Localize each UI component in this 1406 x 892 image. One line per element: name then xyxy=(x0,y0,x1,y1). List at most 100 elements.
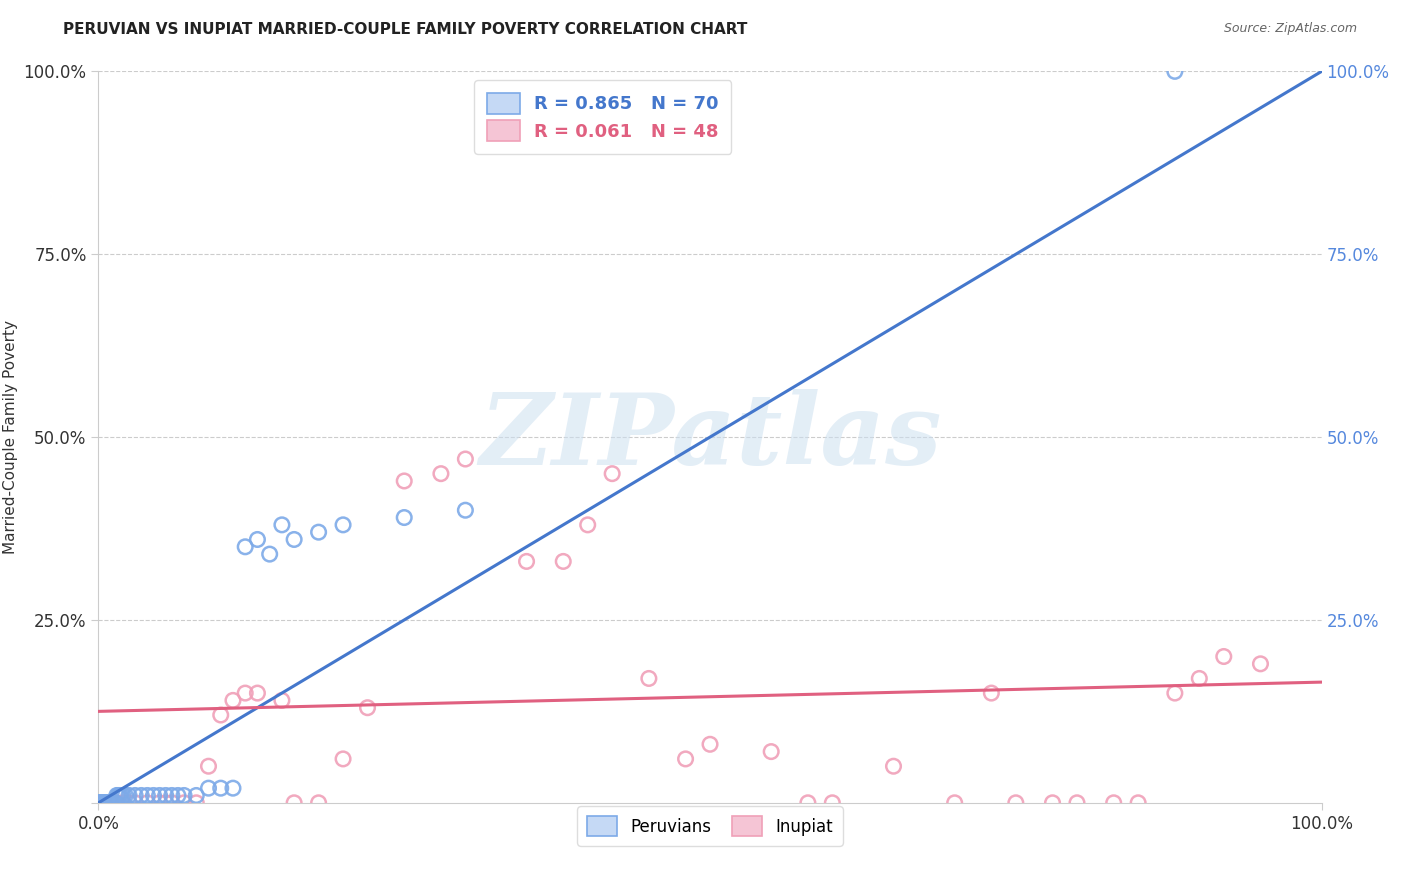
Point xyxy=(100,796,122,810)
Point xyxy=(111,789,134,803)
Point xyxy=(246,533,269,547)
Point xyxy=(93,796,115,810)
Point xyxy=(1066,796,1088,810)
Text: ZIPatlas: ZIPatlas xyxy=(479,389,941,485)
Text: Source: ZipAtlas.com: Source: ZipAtlas.com xyxy=(1223,22,1357,36)
Point xyxy=(103,796,125,810)
Point xyxy=(392,510,416,524)
Point xyxy=(167,789,190,803)
Point xyxy=(454,503,477,517)
Point xyxy=(797,796,820,810)
Point xyxy=(100,796,122,810)
Point xyxy=(91,796,114,810)
Point xyxy=(246,686,269,700)
Point xyxy=(576,517,599,532)
Point xyxy=(104,796,127,810)
Point xyxy=(91,796,114,810)
Point xyxy=(1212,649,1234,664)
Point xyxy=(93,796,115,810)
Point xyxy=(149,796,172,810)
Point xyxy=(90,796,112,810)
Point xyxy=(90,796,112,810)
Point xyxy=(87,796,110,810)
Point xyxy=(89,796,111,810)
Point xyxy=(761,745,783,759)
Point xyxy=(91,796,114,810)
Point xyxy=(1042,796,1064,810)
Point xyxy=(97,796,120,810)
Point xyxy=(270,693,294,707)
Point xyxy=(114,789,136,803)
Point xyxy=(90,796,112,810)
Point xyxy=(332,517,354,532)
Point xyxy=(96,796,118,810)
Point xyxy=(186,789,208,803)
Point xyxy=(515,554,537,568)
Point xyxy=(91,796,114,810)
Point xyxy=(87,796,110,810)
Point xyxy=(101,796,124,810)
Point xyxy=(90,796,112,810)
Point xyxy=(96,796,118,810)
Point xyxy=(222,693,245,707)
Point xyxy=(110,789,132,803)
Point xyxy=(675,752,697,766)
Point xyxy=(100,796,122,810)
Point xyxy=(90,796,112,810)
Point xyxy=(124,789,146,803)
Point xyxy=(392,474,416,488)
Point xyxy=(94,796,117,810)
Point xyxy=(233,540,256,554)
Point xyxy=(173,796,195,810)
Point xyxy=(1164,64,1187,78)
Point xyxy=(136,789,159,803)
Point xyxy=(1128,796,1150,810)
Y-axis label: Married-Couple Family Poverty: Married-Couple Family Poverty xyxy=(3,320,18,554)
Point xyxy=(91,796,114,810)
Point xyxy=(259,547,281,561)
Point xyxy=(553,554,575,568)
Point xyxy=(129,789,152,803)
Point xyxy=(94,796,117,810)
Point xyxy=(91,796,114,810)
Point xyxy=(91,796,114,810)
Point xyxy=(118,796,141,810)
Point xyxy=(87,796,110,810)
Point xyxy=(356,700,378,714)
Point xyxy=(93,796,115,810)
Point xyxy=(197,759,219,773)
Point xyxy=(105,796,128,810)
Point xyxy=(105,789,128,803)
Point xyxy=(94,796,117,810)
Point xyxy=(308,796,330,810)
Point xyxy=(142,789,165,803)
Point xyxy=(97,796,120,810)
Point xyxy=(98,796,121,810)
Point xyxy=(1249,657,1271,671)
Point xyxy=(980,686,1002,700)
Point xyxy=(1102,796,1125,810)
Point xyxy=(1004,796,1026,810)
Point xyxy=(155,789,177,803)
Point xyxy=(118,789,141,803)
Point xyxy=(430,467,453,481)
Point xyxy=(89,796,111,810)
Point xyxy=(821,796,844,810)
Point xyxy=(600,467,623,481)
Point xyxy=(160,789,183,803)
Point xyxy=(124,796,146,810)
Point xyxy=(89,796,111,810)
Point xyxy=(699,737,721,751)
Point xyxy=(111,796,134,810)
Point xyxy=(108,789,131,803)
Point xyxy=(332,752,354,766)
Point xyxy=(308,525,330,540)
Point xyxy=(173,789,195,803)
Point xyxy=(155,796,177,810)
Point xyxy=(454,452,477,467)
Point xyxy=(209,708,232,723)
Point xyxy=(89,796,111,810)
Point xyxy=(637,672,661,686)
Point xyxy=(283,533,305,547)
Point xyxy=(136,796,159,810)
